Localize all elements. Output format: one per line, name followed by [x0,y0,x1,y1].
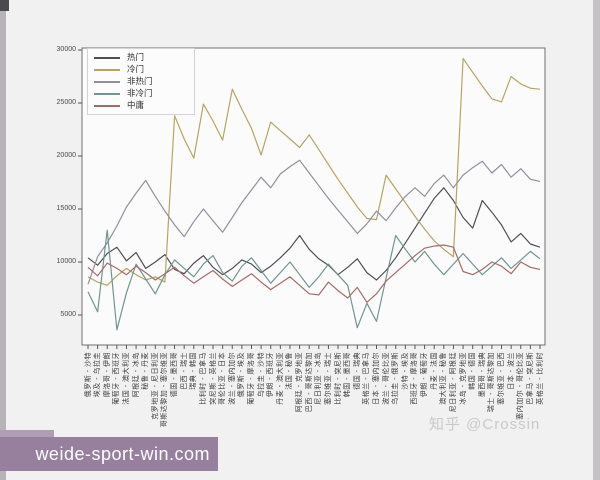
x-tick-label: 俄罗斯 - 沙特 [84,352,92,398]
legend-label: 非热门 [127,76,153,86]
x-tick-label: 摩洛哥 - 伊朗 [103,352,111,398]
x-tick-label: 沙特 - 埃及 [401,352,409,390]
legend-line-swatch [94,80,120,83]
legend-line-swatch [94,68,120,71]
x-tick-label: 巴西 - 哥斯达黎加 [305,352,313,413]
x-tick-label: 乌拉圭 - 俄罗斯 [392,352,400,405]
y-tick-label: 20000 [56,152,76,159]
legend-line-swatch [94,92,120,95]
x-tick-label: 塞尔维亚 - 巴西 [498,352,506,405]
x-tick-label: 澳大利亚 - 秘鲁 [440,352,448,405]
x-tick-label: 阿根廷 - 冰岛 [132,352,140,398]
x-tick-label: 葡萄牙 - 摩洛哥 [247,352,255,405]
x-tick-label: 丹麦 - 澳大利亚 [276,352,284,405]
x-tick-label: 俄罗斯 - 埃及 [238,352,246,398]
x-tick-label: 法国 - 澳大利亚 [122,352,130,405]
x-tick-label: 法国 - 秘鲁 [286,352,294,390]
legend-item: 冷门 [94,65,188,74]
x-tick-label: 日本 - 塞内加尔 [373,352,380,405]
page-edge-left [0,0,6,480]
zhihu-watermark: 知乎 @Crossin [429,416,541,433]
x-tick-label: 伊朗 - 西班牙 [267,352,275,398]
x-tick-label: 英格兰 - 巴拿马 [363,352,371,405]
x-tick-label: 巴拿马 - 突尼斯 [526,352,534,405]
x-tick-label: 秘鲁 - 丹麦 [142,352,150,390]
x-tick-label: 波兰 - 塞内加尔 [228,352,236,405]
x-tick-label: 墨西哥 - 瑞典 [478,352,486,398]
legend-item: 非热门 [94,77,188,86]
x-tick-label: 乌拉圭 - 沙特 [257,352,265,398]
x-tick-label: 韩国 - 德国 [469,352,477,390]
x-tick-label: 哥伦比亚 - 日本 [219,352,227,405]
chart-legend: 热门冷门非热门非冷门中庸 [87,48,195,115]
x-tick-label: 克罗地亚 - 尼日利亚 [151,352,159,420]
series-line-热门 [87,187,541,281]
x-tick-label: 韩国 - 墨西哥 [344,352,352,398]
corner-mark [0,0,9,11]
x-tick-label: 尼日利亚 - 阿根廷 [449,352,457,413]
x-tick-label: 阿根廷 - 克罗地亚 [296,352,304,413]
x-tick-label: 哥斯达黎加 - 塞尔维亚 [161,352,169,428]
x-tick-label: 瑞典 - 韩国 [190,352,198,390]
site-banner-tab [0,430,54,438]
legend-item: 热门 [94,53,188,62]
y-tick-label: 25000 [56,99,76,106]
x-tick-label: 德国 - 瑞典 [353,352,361,390]
y-tick-label: 30000 [56,46,76,53]
y-tick-label: 15000 [56,205,76,212]
legend-label: 热门 [127,52,145,62]
x-tick-label: 塞内加尔 - 哥伦比亚 [517,352,525,420]
site-banner: weide-sport-win.com [0,437,218,471]
series-line-中庸 [87,244,541,303]
legend-line-swatch [94,104,120,107]
legend-item: 中庸 [94,101,188,110]
legend-line-swatch [94,56,120,59]
x-tick-label: 丹麦 - 法国 [430,352,438,390]
y-tick-label: 5000 [60,311,76,318]
x-tick-label: 突尼斯 - 英格兰 [209,352,217,405]
legend-item: 非冷门 [94,89,188,98]
series-line-非冷门 [87,229,541,331]
x-tick-label: 葡萄牙 - 西班牙 [113,352,121,405]
page-edge-right [593,0,600,480]
legend-label: 中庸 [127,100,145,110]
x-tick-label: 比利时 - 巴拿马 [199,352,207,405]
x-tick-label: 德国 - 墨西哥 [171,352,179,398]
site-watermark-text: weide-sport-win.com [35,443,210,464]
series-line-冷门 [87,57,541,286]
legend-label: 非冷门 [127,88,153,98]
x-tick-label: 西班牙 - 摩洛哥 [411,352,419,405]
x-tick-label: 比利时 - 突尼斯 [334,352,342,405]
x-tick-label: 伊朗 - 葡萄牙 [421,352,429,398]
legend-label: 冷门 [127,64,145,74]
x-tick-label: 冰岛 - 克罗地亚 [459,352,467,405]
x-tick-label: 巴西 - 瑞士 [180,352,188,390]
x-tick-label: 尼日利亚 - 冰岛 [315,352,323,405]
x-tick-label: 日本 - 波兰 [507,352,515,390]
x-tick-label: 塞尔维亚 - 瑞士 [324,352,332,405]
x-tick-label: 波兰 - 哥伦比亚 [382,352,390,405]
series-line-非热门 [87,159,541,285]
x-tick-label: 英格兰 - 比利时 [536,352,544,405]
x-tick-label: 埃及 - 乌拉圭 [94,352,102,398]
x-tick-label: 瑞士 - 哥斯达黎加 [488,352,496,413]
y-tick-label: 10000 [56,258,76,265]
